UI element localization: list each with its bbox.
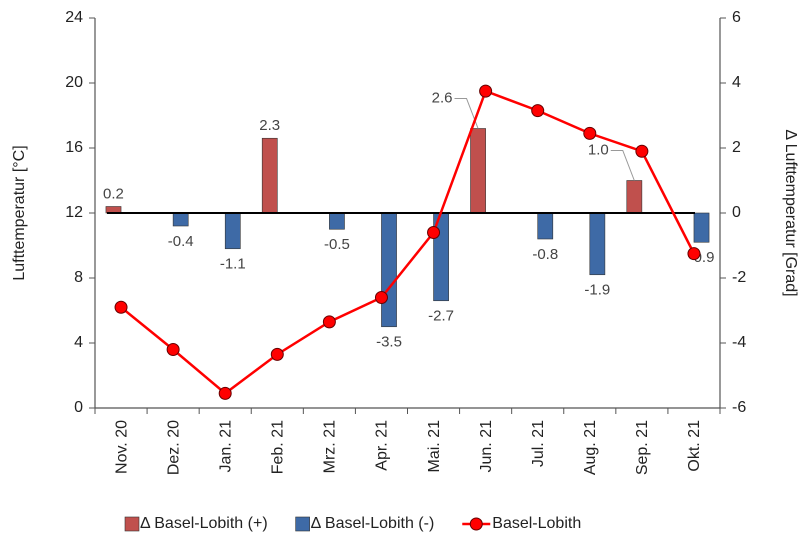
y2-tick-label: -2 [732,269,746,286]
y2-tick-label: 6 [732,9,741,26]
data-label: -0.5 [324,236,350,253]
legend-swatch [295,516,310,532]
marker [427,226,441,239]
y-tick-label: 12 [65,204,83,221]
x-tick-label: Feb. 21 [270,420,287,474]
marker [166,343,180,356]
marker [218,386,232,400]
y-axis-label: Lufttemperatur [°C] [11,145,28,280]
marker [270,347,284,361]
data-label: -0.8 [532,246,558,263]
marker [687,247,701,261]
x-tick-label: Jun. 21 [478,420,495,473]
x-tick-label: Dez. 20 [165,420,182,475]
y2-tick-label: -4 [732,334,746,351]
marker [374,291,388,304]
legend-label: Basel-Lobith [492,515,581,532]
data-label: 1.0 [588,141,609,158]
bar [261,137,278,214]
y-tick-label: 16 [65,139,83,156]
y-tick-label: 20 [65,74,83,91]
y-tick-label: 4 [74,334,83,351]
legend-swatch [124,516,140,532]
x-tick-label: Mai. 21 [426,420,443,473]
legend-label: Δ Basel-Lobith (+) [140,515,268,532]
marker [114,300,128,314]
y2-tick-label: 2 [732,139,741,156]
data-label: -3.5 [376,334,402,351]
marker [531,104,545,118]
marker [479,84,493,98]
x-tick-label: Apr. 21 [374,420,391,471]
leader-line [610,150,635,181]
y-tick-label: 24 [65,9,83,26]
line [120,89,696,395]
x-tick-label: Sep. 21 [634,420,651,475]
bar [589,212,606,276]
bar [470,128,486,214]
data-label: -1.9 [584,282,610,299]
y2-tick-label: -6 [732,399,746,416]
x-tick-label: Nov. 20 [113,420,130,474]
bar [537,212,554,240]
x-tick-label: Okt. 21 [686,420,703,472]
y2-tick-label: 0 [732,204,741,221]
bar [626,180,643,214]
x-tick-label: Jul. 21 [530,420,547,467]
data-label: 2.6 [432,89,453,106]
x-tick-label: Aug. 21 [582,420,599,475]
data-label: 0.2 [103,185,124,202]
legend-label: Δ Basel-Lobith (-) [311,515,435,532]
marker [583,126,597,140]
bar [693,212,710,243]
bar [381,212,397,328]
data-label: 2.3 [259,117,280,134]
y2-tick-label: 4 [732,74,741,91]
data-label: -1.1 [220,256,246,273]
marker [635,144,649,158]
bar [224,212,241,250]
y-tick-label: 0 [74,399,83,416]
bar [329,212,345,230]
y2-axis-label: Δ Lufttemperatur [Grad] [782,129,799,296]
x-tick-label: Jan. 21 [217,420,234,473]
data-label: -0.4 [168,233,194,250]
x-tick-label: Mrz. 21 [322,420,339,473]
data-label: -2.7 [428,308,454,325]
legend-marker [469,517,483,531]
marker [322,315,336,329]
y-tick-label: 8 [74,269,83,286]
bar [172,212,189,227]
